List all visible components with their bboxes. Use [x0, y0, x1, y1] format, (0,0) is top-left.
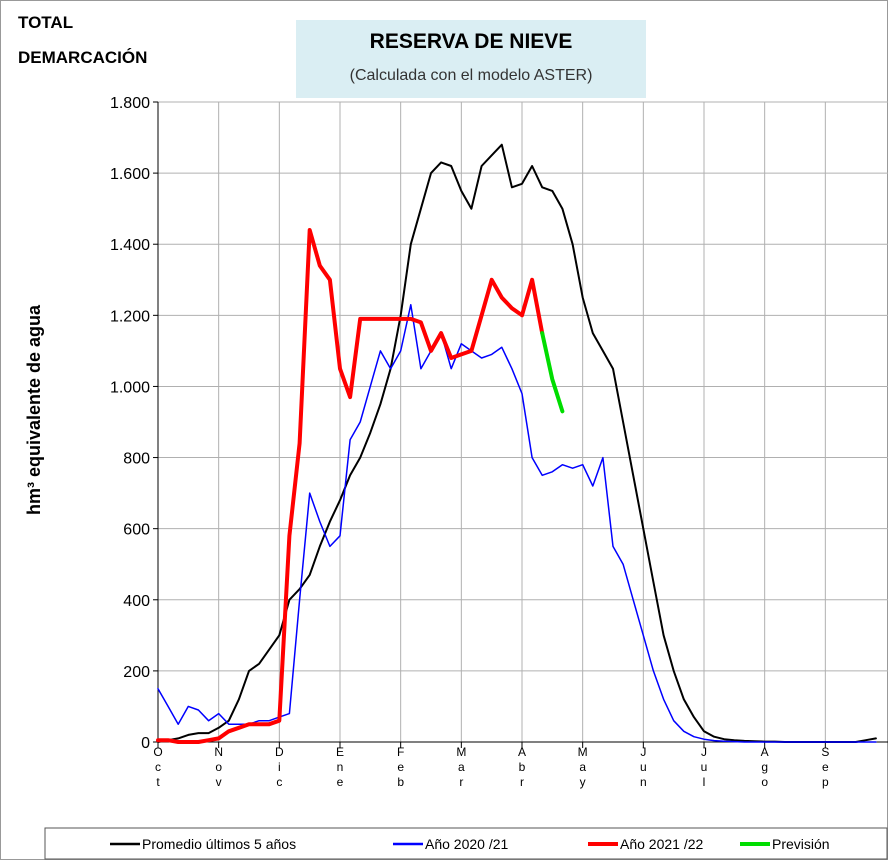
y-tick-label: 0 [141, 735, 150, 752]
title-box [296, 20, 646, 98]
y-tick-label: 1.800 [110, 95, 150, 112]
legend-label: Año 2020 /21 [425, 836, 509, 852]
legend-label: Año 2021 /22 [620, 836, 704, 852]
series-line [540, 331, 565, 414]
chart-title: RESERVA DE NIEVE [370, 30, 573, 53]
y-tick-label: 1.000 [110, 379, 150, 396]
y-axis-label: hm³ equivalente de agua [24, 304, 44, 515]
y-tick-label: 200 [123, 664, 150, 681]
y-tick-label: 1.400 [110, 237, 150, 254]
chart-subtitle: (Calculada con el modelo ASTER) [350, 67, 593, 84]
y-tick-label: 1.600 [110, 166, 150, 183]
y-tick-label: 400 [123, 593, 150, 610]
legend-label: Previsión [772, 836, 830, 852]
y-tick-label: 800 [123, 451, 150, 468]
corner-label: TOTAL [18, 13, 73, 32]
y-tick-label: 1.200 [110, 308, 150, 325]
series-line [156, 228, 545, 744]
legend-label: Promedio últimos 5 años [142, 836, 296, 852]
corner-label: DEMARCACIÓN [18, 48, 147, 67]
y-tick-label: 600 [123, 522, 150, 539]
